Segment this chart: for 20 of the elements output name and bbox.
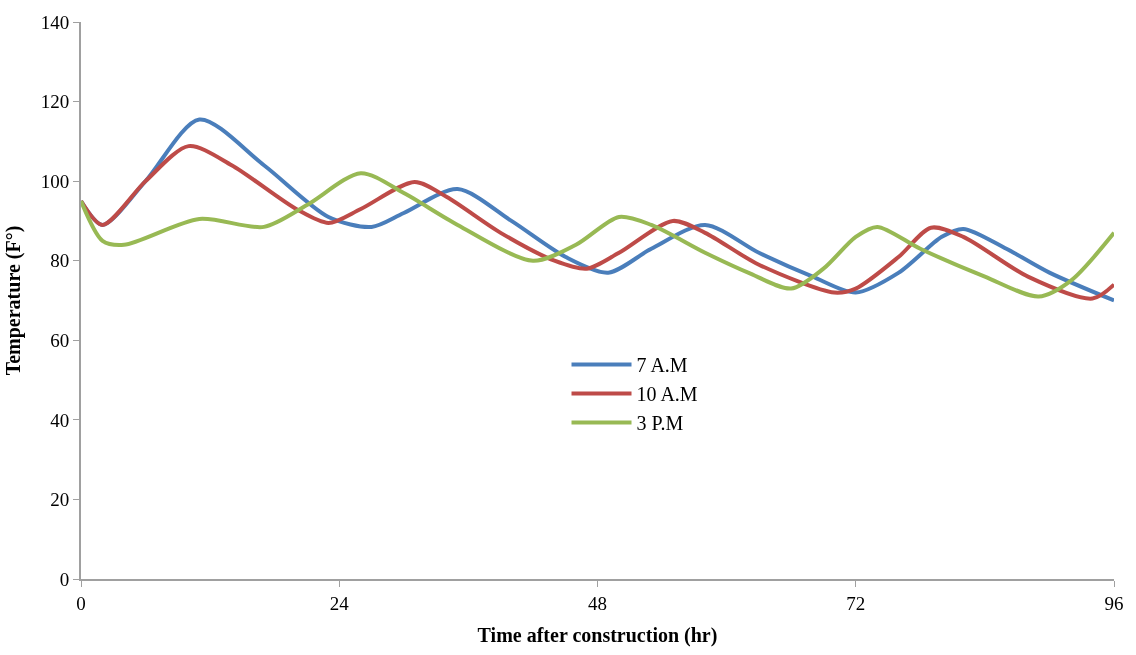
y-tick-label: 140 [40, 11, 70, 33]
x-axis-title: Time after construction (hr) [477, 623, 718, 647]
legend-label: 3 P.M [636, 412, 684, 435]
line-series [81, 171, 1114, 299]
x-tick-label: 0 [76, 592, 86, 614]
x-tick-label: 72 [846, 592, 866, 614]
y-tick-label: 80 [50, 250, 70, 272]
line-series [81, 144, 1114, 301]
x-tick-label: 48 [588, 592, 607, 614]
x-tick-label: 24 [329, 592, 350, 614]
y-tick-label: 100 [40, 170, 70, 192]
legend-label: 10 A.M [636, 383, 698, 406]
y-axis-title: Temperature (F°) [1, 225, 25, 376]
y-tick-label: 40 [50, 409, 70, 431]
y-tick-label: 20 [50, 489, 70, 511]
y-tick-label: 120 [40, 91, 70, 113]
x-tick-label: 96 [1104, 592, 1124, 614]
legend-label: 7 A.M [636, 354, 688, 377]
y-tick-label: 0 [59, 568, 70, 590]
y-tick-label: 60 [50, 329, 70, 351]
